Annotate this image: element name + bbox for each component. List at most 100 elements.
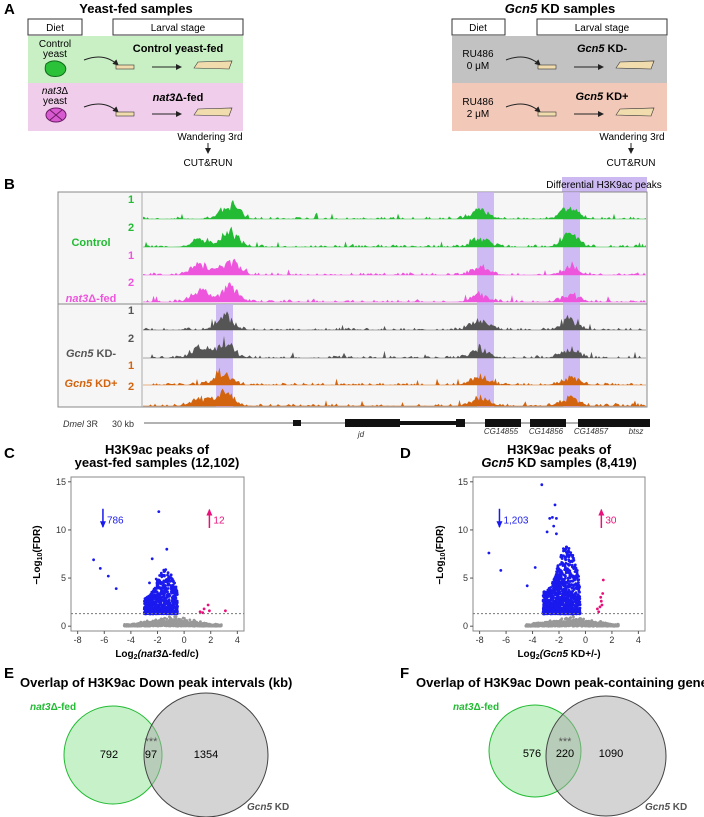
data-point: [168, 609, 172, 613]
data-point: [179, 624, 183, 628]
data-point: [567, 624, 571, 628]
data-point: [566, 612, 570, 616]
signal-track: [143, 367, 646, 385]
data-point: [571, 579, 575, 583]
data-point: [172, 611, 176, 615]
gene-label: btsz: [629, 427, 644, 436]
data-point: [174, 610, 178, 614]
data-point: [578, 585, 581, 589]
data-point: [575, 609, 578, 612]
data-point: [148, 609, 152, 612]
data-point: [601, 592, 605, 595]
curved-arrow-icon: [83, 103, 119, 113]
data-point: [560, 606, 564, 610]
data-point: [224, 609, 227, 613]
data-point: [126, 624, 129, 628]
gene-track: [144, 419, 650, 427]
x-tick-label: 0: [182, 635, 187, 645]
x-tick-label: -6: [502, 635, 510, 645]
larva-icon: [615, 107, 655, 117]
data-point: [157, 586, 161, 590]
data-point: [156, 624, 160, 627]
data-point: [106, 574, 110, 578]
data-point: [133, 624, 137, 628]
data-point: [562, 603, 565, 606]
data-point: [558, 597, 562, 601]
data-point: [156, 607, 160, 611]
data-point: [577, 609, 581, 613]
data-point: [601, 578, 605, 582]
data-point: [532, 624, 535, 628]
data-point: [572, 588, 576, 591]
data-point: [591, 622, 595, 626]
data-point: [540, 624, 544, 627]
panel-letter: F: [400, 665, 409, 682]
data-point: [558, 592, 562, 595]
data-point: [163, 596, 167, 600]
data-point: [553, 503, 557, 507]
cutrun-label: CUT&RUN: [607, 158, 656, 169]
small-larva-icon: [537, 111, 557, 117]
data-point: [146, 624, 149, 628]
data-point: [600, 603, 604, 607]
data-point: [197, 623, 200, 627]
data-point: [569, 616, 573, 619]
data-point: [157, 510, 161, 513]
data-point: [535, 623, 538, 627]
panel-a: A Yeast-fed samples Diet Larval stage Co…: [4, 1, 668, 169]
data-point: [547, 610, 551, 614]
data-point: [568, 572, 572, 575]
data-point: [562, 589, 565, 593]
signal-track: [143, 335, 646, 358]
data-point: [155, 593, 159, 596]
svg-text:Gcn5 KD+: Gcn5 KD+: [65, 378, 118, 390]
data-point: [556, 580, 560, 583]
data-point: [556, 620, 560, 624]
data-point: [551, 591, 554, 594]
signal-track: [143, 282, 646, 302]
data-point: [569, 583, 572, 587]
x-tick-label: -6: [100, 635, 108, 645]
data-point: [547, 620, 551, 624]
data-point: [175, 607, 178, 610]
data-point: [198, 610, 202, 614]
small-larva-icon: [115, 64, 135, 70]
data-point: [212, 624, 216, 628]
panel-letter: D: [400, 445, 411, 462]
gene-label: CG14857: [574, 427, 609, 436]
data-point: [551, 622, 554, 626]
data-point: [568, 569, 572, 573]
svg-text:Gcn5 KD: Gcn5 KD: [247, 802, 289, 813]
data-point: [565, 580, 569, 584]
data-point: [556, 596, 560, 600]
chart-title: yeast-fed samples (12,102): [75, 455, 240, 470]
diet-text: 2 μM: [467, 109, 489, 120]
data-point: [165, 547, 169, 551]
data-point: [567, 547, 571, 550]
data-point: [567, 589, 571, 593]
data-point: [561, 578, 565, 582]
data-point: [564, 586, 567, 590]
replicate-label: 2: [128, 277, 134, 289]
data-point: [144, 604, 148, 608]
larva-icon: [193, 107, 233, 117]
svg-text:nat3Δ-fed: nat3Δ-fed: [453, 702, 499, 713]
data-point: [554, 606, 558, 610]
data-point: [568, 609, 571, 612]
data-point: [564, 624, 568, 628]
data-point: [558, 586, 562, 590]
data-point: [210, 624, 214, 628]
diet-text: Control: [39, 39, 71, 50]
nat3-row: [28, 83, 243, 131]
data-point: [544, 598, 548, 602]
replicate-label: 1: [128, 305, 134, 317]
data-point: [576, 578, 580, 582]
panel-b: B Differential H3K9ac peaks Control nat3…: [4, 176, 662, 439]
y-tick-label: 10: [458, 525, 468, 535]
panel-letter: C: [4, 445, 15, 462]
signal-track: [143, 226, 646, 247]
venn-title: Overlap of H3K9ac Down peak-containing g…: [416, 675, 704, 690]
data-point: [152, 597, 156, 600]
y-tick-label: 5: [61, 573, 66, 583]
